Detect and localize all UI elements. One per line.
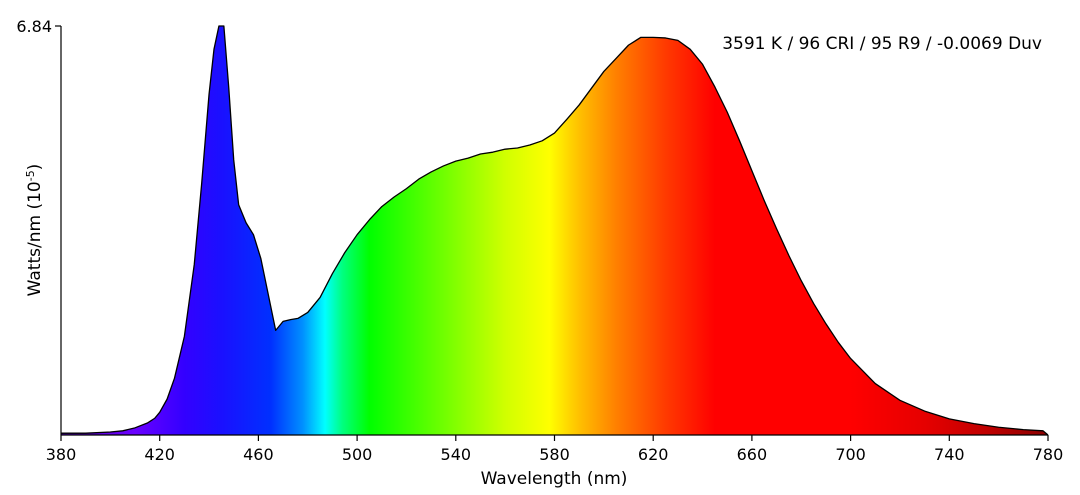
spectrum-area-fill (61, 26, 1048, 435)
x-tick-label: 380 (46, 445, 77, 464)
y-axis-title: Watts/nm (10-5) (24, 164, 46, 297)
y-tick-label: 6.84 (16, 17, 52, 36)
x-tick-label: 660 (737, 445, 768, 464)
x-axis-title: Wavelength (nm) (481, 469, 628, 489)
y-axis-title-main: Watts/nm (10 (25, 181, 45, 296)
x-tick-label: 780 (1033, 445, 1064, 464)
y-axis-title-close: ) (25, 164, 45, 171)
x-tick-label: 620 (638, 445, 669, 464)
spectrum-curve-line (61, 25, 1049, 436)
x-tick-label: 740 (934, 445, 965, 464)
plot-area (61, 25, 1049, 436)
x-axis-ticks: 380 420 460 500 540 580 620 660 700 740 780 (46, 435, 1064, 464)
light-metrics-annotation: 3591 K / 96 CRI / 95 R9 / -0.0069 Duv (722, 34, 1042, 54)
y-axis-title-exponent: -5 (24, 170, 37, 181)
x-tick-label: 580 (539, 445, 570, 464)
x-tick-label: 460 (243, 445, 274, 464)
x-tick-label: 500 (342, 445, 373, 464)
x-tick-label: 420 (144, 445, 175, 464)
x-tick-label: 540 (441, 445, 472, 464)
x-tick-label: 700 (835, 445, 866, 464)
